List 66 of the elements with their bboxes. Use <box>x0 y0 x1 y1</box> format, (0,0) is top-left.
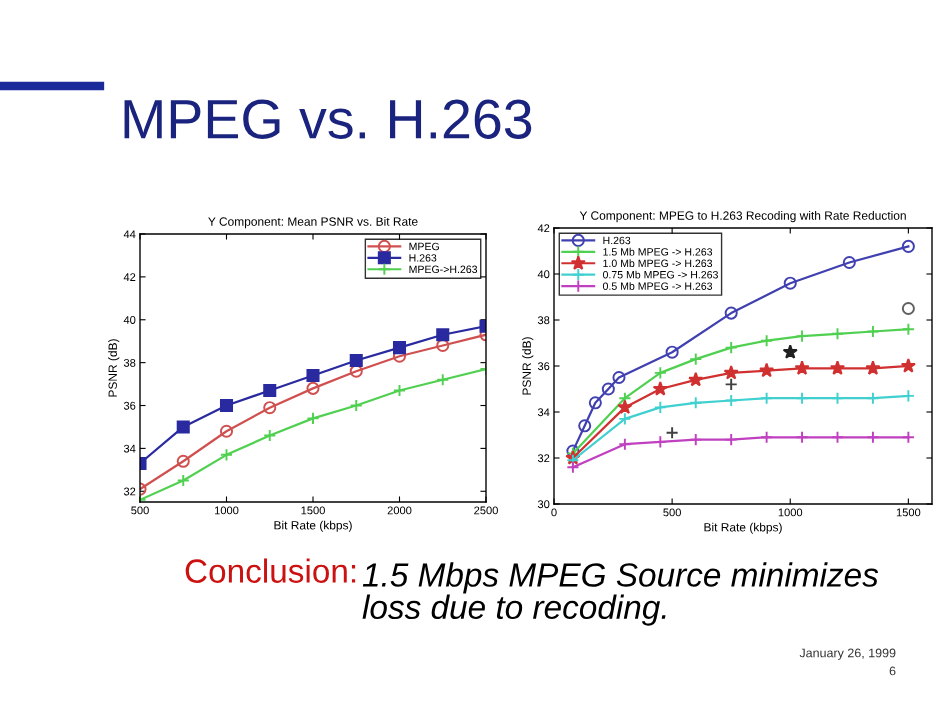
point <box>436 328 450 342</box>
point <box>392 341 407 355</box>
point <box>830 391 845 405</box>
point <box>653 400 667 414</box>
point <box>901 301 915 316</box>
point <box>219 448 234 462</box>
point <box>618 412 632 426</box>
point <box>724 306 738 320</box>
point <box>760 391 774 405</box>
point <box>689 352 703 366</box>
point <box>723 364 739 380</box>
point <box>760 430 774 444</box>
point <box>349 398 363 413</box>
point <box>783 276 797 290</box>
point <box>795 329 809 343</box>
point <box>689 396 703 410</box>
point <box>829 360 846 375</box>
point <box>588 396 602 410</box>
point <box>866 391 880 405</box>
point <box>263 429 277 443</box>
point <box>842 255 856 270</box>
point <box>306 368 320 383</box>
point <box>724 433 738 447</box>
point <box>263 383 277 398</box>
point <box>652 381 668 396</box>
point <box>176 454 190 468</box>
point <box>176 474 190 488</box>
point <box>724 341 738 355</box>
point <box>612 370 626 385</box>
point <box>665 426 679 440</box>
point <box>306 411 320 425</box>
point <box>795 391 809 405</box>
point <box>176 420 190 434</box>
point <box>219 398 234 413</box>
point <box>263 401 277 415</box>
point <box>688 371 704 387</box>
point <box>617 399 633 414</box>
point <box>689 433 703 447</box>
point <box>724 377 738 391</box>
point <box>349 353 363 368</box>
point <box>866 430 880 444</box>
text: Conclusion: <box>185 558 356 583</box>
point <box>601 382 615 396</box>
point <box>665 345 679 359</box>
point <box>830 327 845 341</box>
text: 1.5 Mbps MPEG Source minimizes loss due to recoding. <box>362 562 879 626</box>
point <box>392 383 407 398</box>
point <box>436 373 450 387</box>
point <box>794 360 810 375</box>
point <box>653 435 667 449</box>
point <box>782 344 798 359</box>
point <box>653 366 667 380</box>
point <box>759 362 775 378</box>
point <box>901 239 915 253</box>
point <box>219 424 234 438</box>
point <box>760 334 774 348</box>
text: MPEG vs. H.263 <box>124 99 532 139</box>
point <box>865 360 881 375</box>
point <box>306 381 320 395</box>
point <box>618 437 632 451</box>
point <box>578 419 592 433</box>
point <box>866 324 880 339</box>
point <box>724 393 738 408</box>
point <box>900 358 916 373</box>
point <box>795 430 809 444</box>
point <box>830 430 845 444</box>
